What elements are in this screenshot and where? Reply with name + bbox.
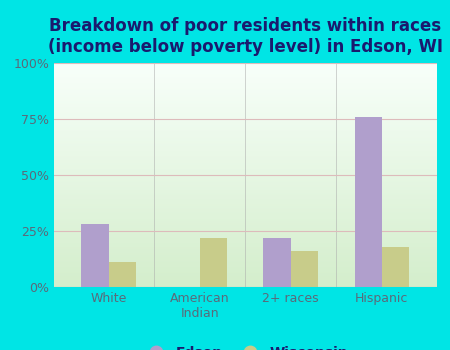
Bar [355,117,382,287]
Bar [382,247,409,287]
Bar [108,262,136,287]
Title: Breakdown of poor residents within races
(income below poverty level) in Edson, : Breakdown of poor residents within races… [48,17,443,56]
Bar [291,251,318,287]
Bar [263,238,291,287]
Bar [81,224,108,287]
Bar [200,238,227,287]
Legend: Edson, Wisconsin: Edson, Wisconsin [136,340,354,350]
